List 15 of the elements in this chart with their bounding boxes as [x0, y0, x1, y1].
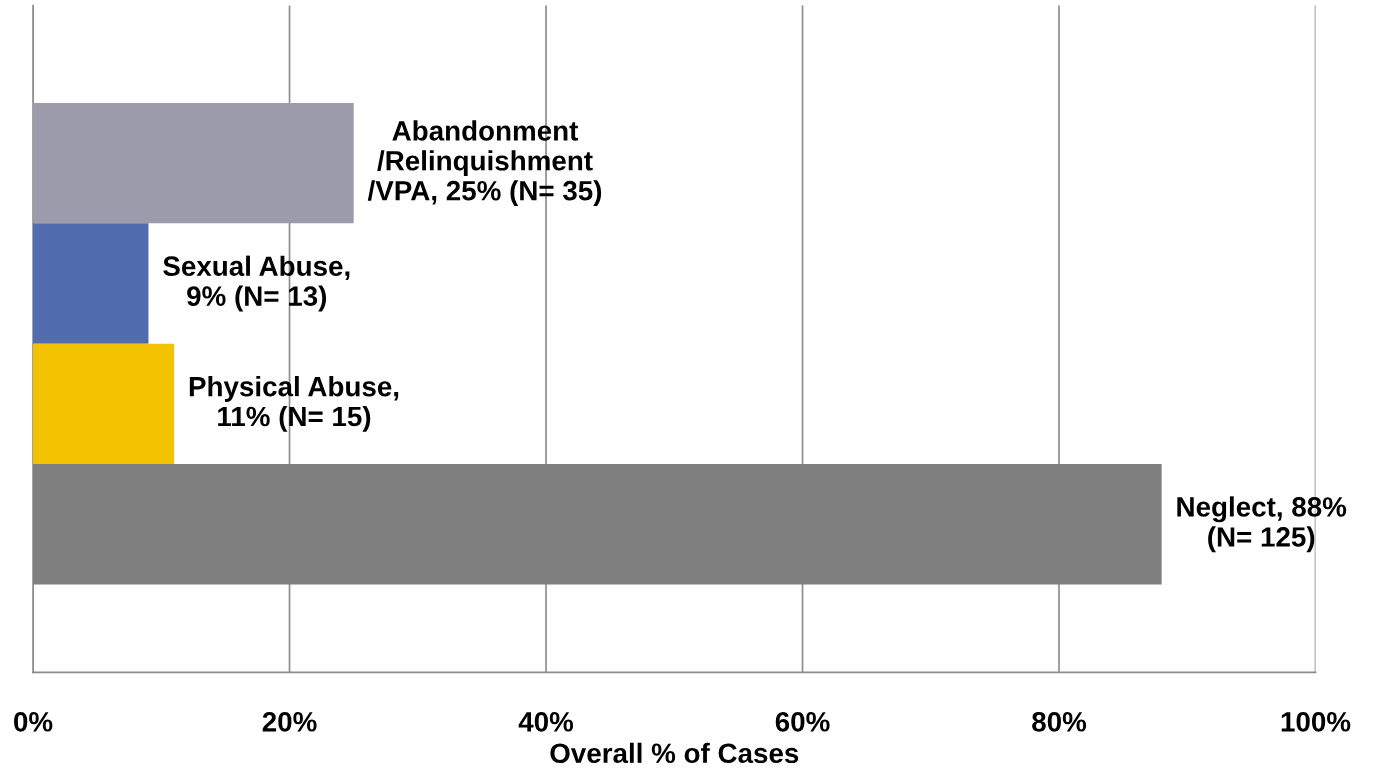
- x-axis-title: Overall % of Cases: [550, 742, 799, 764]
- x-tick-label: 80%: [1032, 711, 1087, 732]
- x-tick-label: 0%: [14, 711, 53, 732]
- bar: [33, 223, 149, 344]
- data-label: Abandonment /Relinquishment /VPA, 25% (N= 35): [367, 120, 602, 207]
- bar: [33, 102, 354, 224]
- x-tick-label: 100%: [1281, 711, 1351, 732]
- x-tick-label: 20%: [262, 711, 317, 732]
- x-tick-label: 60%: [775, 711, 830, 732]
- bar: [33, 343, 175, 465]
- data-label: Neglect, 88% (N= 125): [1177, 496, 1347, 553]
- data-label: Physical Abuse, 11% (N= 15): [189, 376, 399, 432]
- data-label: Sexual Abuse, 9% (N= 13): [163, 255, 350, 312]
- x-tick-label: 40%: [518, 711, 574, 732]
- bar: [33, 464, 1162, 585]
